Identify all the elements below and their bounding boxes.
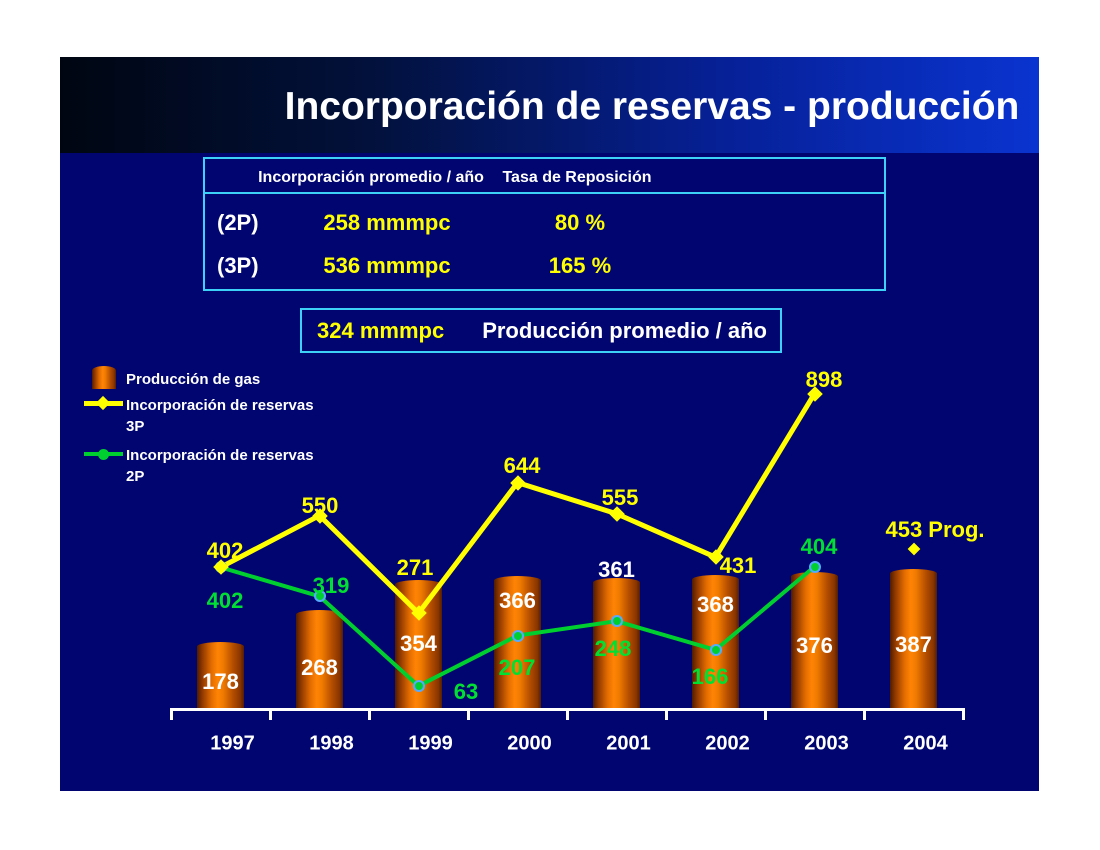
marker-circle-2p	[511, 629, 524, 642]
line-3p-value-label: 271	[396, 555, 434, 580]
line-2p-value-label: 63	[453, 679, 479, 704]
legend-item-reserves-2p: Incorporación de reservas 2P	[126, 445, 314, 487]
line-2p-value-label: 166	[691, 664, 729, 689]
bar-value-label: 178	[202, 669, 239, 694]
bar-2003	[791, 572, 838, 708]
legend-2p-sublabel: 2P	[126, 468, 145, 485]
summary-row-3p-tasa: 165 %	[548, 253, 612, 278]
marker-circle-2p	[313, 590, 326, 603]
line-2p-value-label: 319	[312, 573, 350, 598]
summary-col2-header: Tasa de Reposición	[502, 169, 652, 186]
line-2p-value-label: 248	[594, 636, 632, 661]
legend-2p-circle-icon	[98, 449, 109, 460]
summary-row-2p-tasa: 80 %	[554, 210, 606, 235]
bar-2004	[890, 568, 937, 708]
line-2p-value-label: 207	[498, 655, 536, 680]
year-label: 2003	[804, 732, 849, 755]
summary-row-3p-label: (3P)	[217, 253, 259, 278]
bar-2001	[593, 577, 640, 708]
bar-value-label: 361	[598, 557, 635, 582]
legend-item-reserves-3p: Incorporación de reservas 3P	[126, 395, 314, 437]
production-average-label: Producción promedio / año	[482, 317, 767, 343]
line-2p-value-label: 404	[800, 534, 838, 559]
slide-header: Incorporación de reservas - producción	[60, 57, 1039, 153]
legend-3p-sublabel: 3P	[126, 418, 145, 435]
axis-tick	[368, 708, 371, 720]
line-3p-value-label: 898	[805, 367, 843, 392]
axis-tick	[566, 708, 569, 720]
bar-1997	[197, 641, 244, 708]
bar-1998	[296, 610, 343, 708]
year-label: 2004	[903, 732, 948, 755]
legend-2p-label: Incorporación de reservas	[126, 447, 314, 464]
bar-value-label: 268	[301, 655, 338, 680]
legend-item-gas-production: Producción de gas	[126, 371, 261, 388]
line-3p-value-label: 555	[601, 485, 639, 510]
axis-tick	[665, 708, 668, 720]
summary-row-2p-label: (2P)	[217, 210, 259, 235]
marker-circle-2p	[709, 643, 722, 656]
marker-circle-2p	[610, 615, 623, 628]
axis-tick	[863, 708, 866, 720]
bar-value-label: 366	[499, 588, 536, 613]
year-label: 1997	[210, 732, 255, 755]
marker-circle-2p	[412, 679, 425, 692]
year-label: 1998	[309, 732, 354, 755]
axis-tick	[764, 708, 767, 720]
legend-bar-swatch-icon	[92, 366, 116, 389]
bar-value-label: 376	[796, 633, 833, 658]
line-3p-value-label: 644	[503, 453, 541, 478]
chart-area: 453 Prog. 178 268 354 366 361 368 376 387 402 550 2…	[60, 57, 1039, 791]
presentation-slide: Incorporación de reservas - producción I…	[60, 57, 1039, 791]
year-label: 2000	[507, 732, 552, 755]
reserves-summary-table: Incorporación promedio / año Tasa de Rep…	[203, 157, 886, 291]
axis-tick	[269, 708, 272, 720]
year-label: 2002	[705, 732, 750, 755]
year-label: 1999	[408, 732, 453, 755]
marker-circle-2p	[808, 560, 821, 573]
axis-tick	[467, 708, 470, 720]
bar-value-label: 368	[697, 592, 734, 617]
slide-title: Incorporación de reservas - producción	[284, 85, 1020, 128]
production-average-box: 324 mmmpc Producción promedio / año	[300, 308, 782, 353]
bar-value-label: 387	[895, 632, 932, 657]
axis-tick	[962, 708, 965, 720]
production-average-value: 324 mmmpc	[317, 317, 445, 343]
axis-tick	[170, 708, 173, 720]
line-2p-value-label: 402	[206, 588, 244, 613]
summary-row-3p-incorporacion: 536 mmmpc	[323, 253, 451, 278]
line-3p-value-label: 431	[719, 553, 757, 578]
summary-row-2p-incorporacion: 258 mmmpc	[323, 210, 451, 235]
line-3p-value-label: 550	[301, 493, 339, 518]
summary-header-divider	[205, 192, 884, 194]
year-label: 2001	[606, 732, 651, 755]
legend-3p-label: Incorporación de reservas	[126, 397, 314, 414]
summary-col1-header: Incorporación promedio / año	[258, 169, 484, 186]
bar-value-label: 354	[400, 631, 437, 656]
prog-label: 453 Prog.	[885, 517, 985, 542]
line-3p-value-label: 402	[206, 538, 244, 563]
